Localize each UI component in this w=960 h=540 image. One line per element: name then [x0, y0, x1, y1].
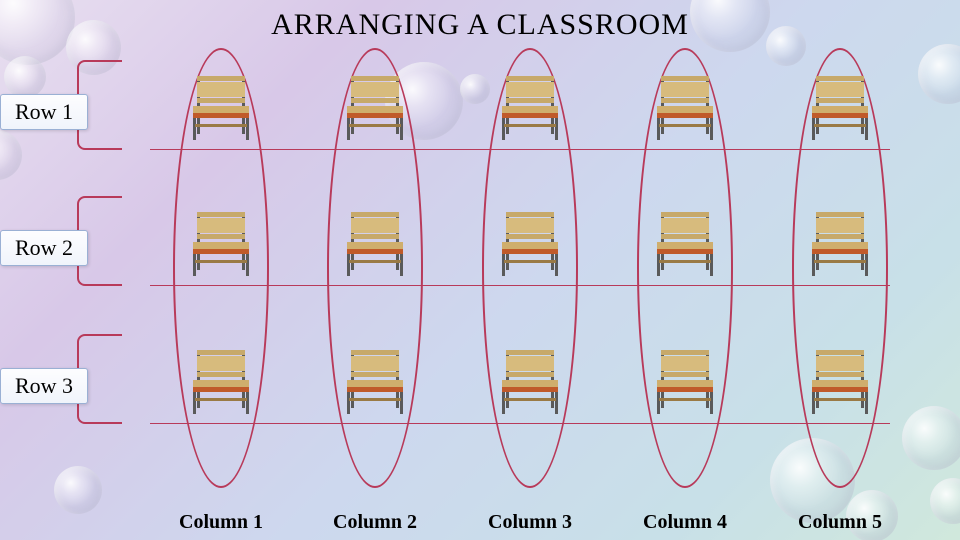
desk-icon [337, 204, 413, 280]
desk-icon [492, 204, 568, 280]
column-label: Column 1 [151, 511, 291, 534]
page-title: ARRANGING A CLASSROOM [0, 8, 960, 42]
desk-icon [802, 68, 878, 144]
water-bubble [54, 466, 102, 514]
desk-icon [647, 204, 723, 280]
desk-icon [647, 342, 723, 418]
desk-icon [183, 342, 259, 418]
water-bubble [0, 130, 22, 180]
column-label: Column 2 [305, 511, 445, 534]
desk-icon [337, 68, 413, 144]
water-bubble [918, 44, 960, 104]
desk-icon [492, 342, 568, 418]
water-bubble [902, 406, 960, 470]
column-label: Column 4 [615, 511, 755, 534]
water-bubble [460, 74, 490, 104]
row-label: Row 3 [0, 368, 88, 404]
desk-icon [802, 204, 878, 280]
desk-icon [337, 342, 413, 418]
column-label: Column 5 [770, 511, 910, 534]
desk-icon [647, 68, 723, 144]
desk-icon [183, 204, 259, 280]
desk-icon [802, 342, 878, 418]
row-label: Row 2 [0, 230, 88, 266]
column-label: Column 3 [460, 511, 600, 534]
desk-icon [492, 68, 568, 144]
desk-icon [183, 68, 259, 144]
water-bubble [4, 56, 46, 98]
water-bubble [930, 478, 960, 524]
row-label: Row 1 [0, 94, 88, 130]
